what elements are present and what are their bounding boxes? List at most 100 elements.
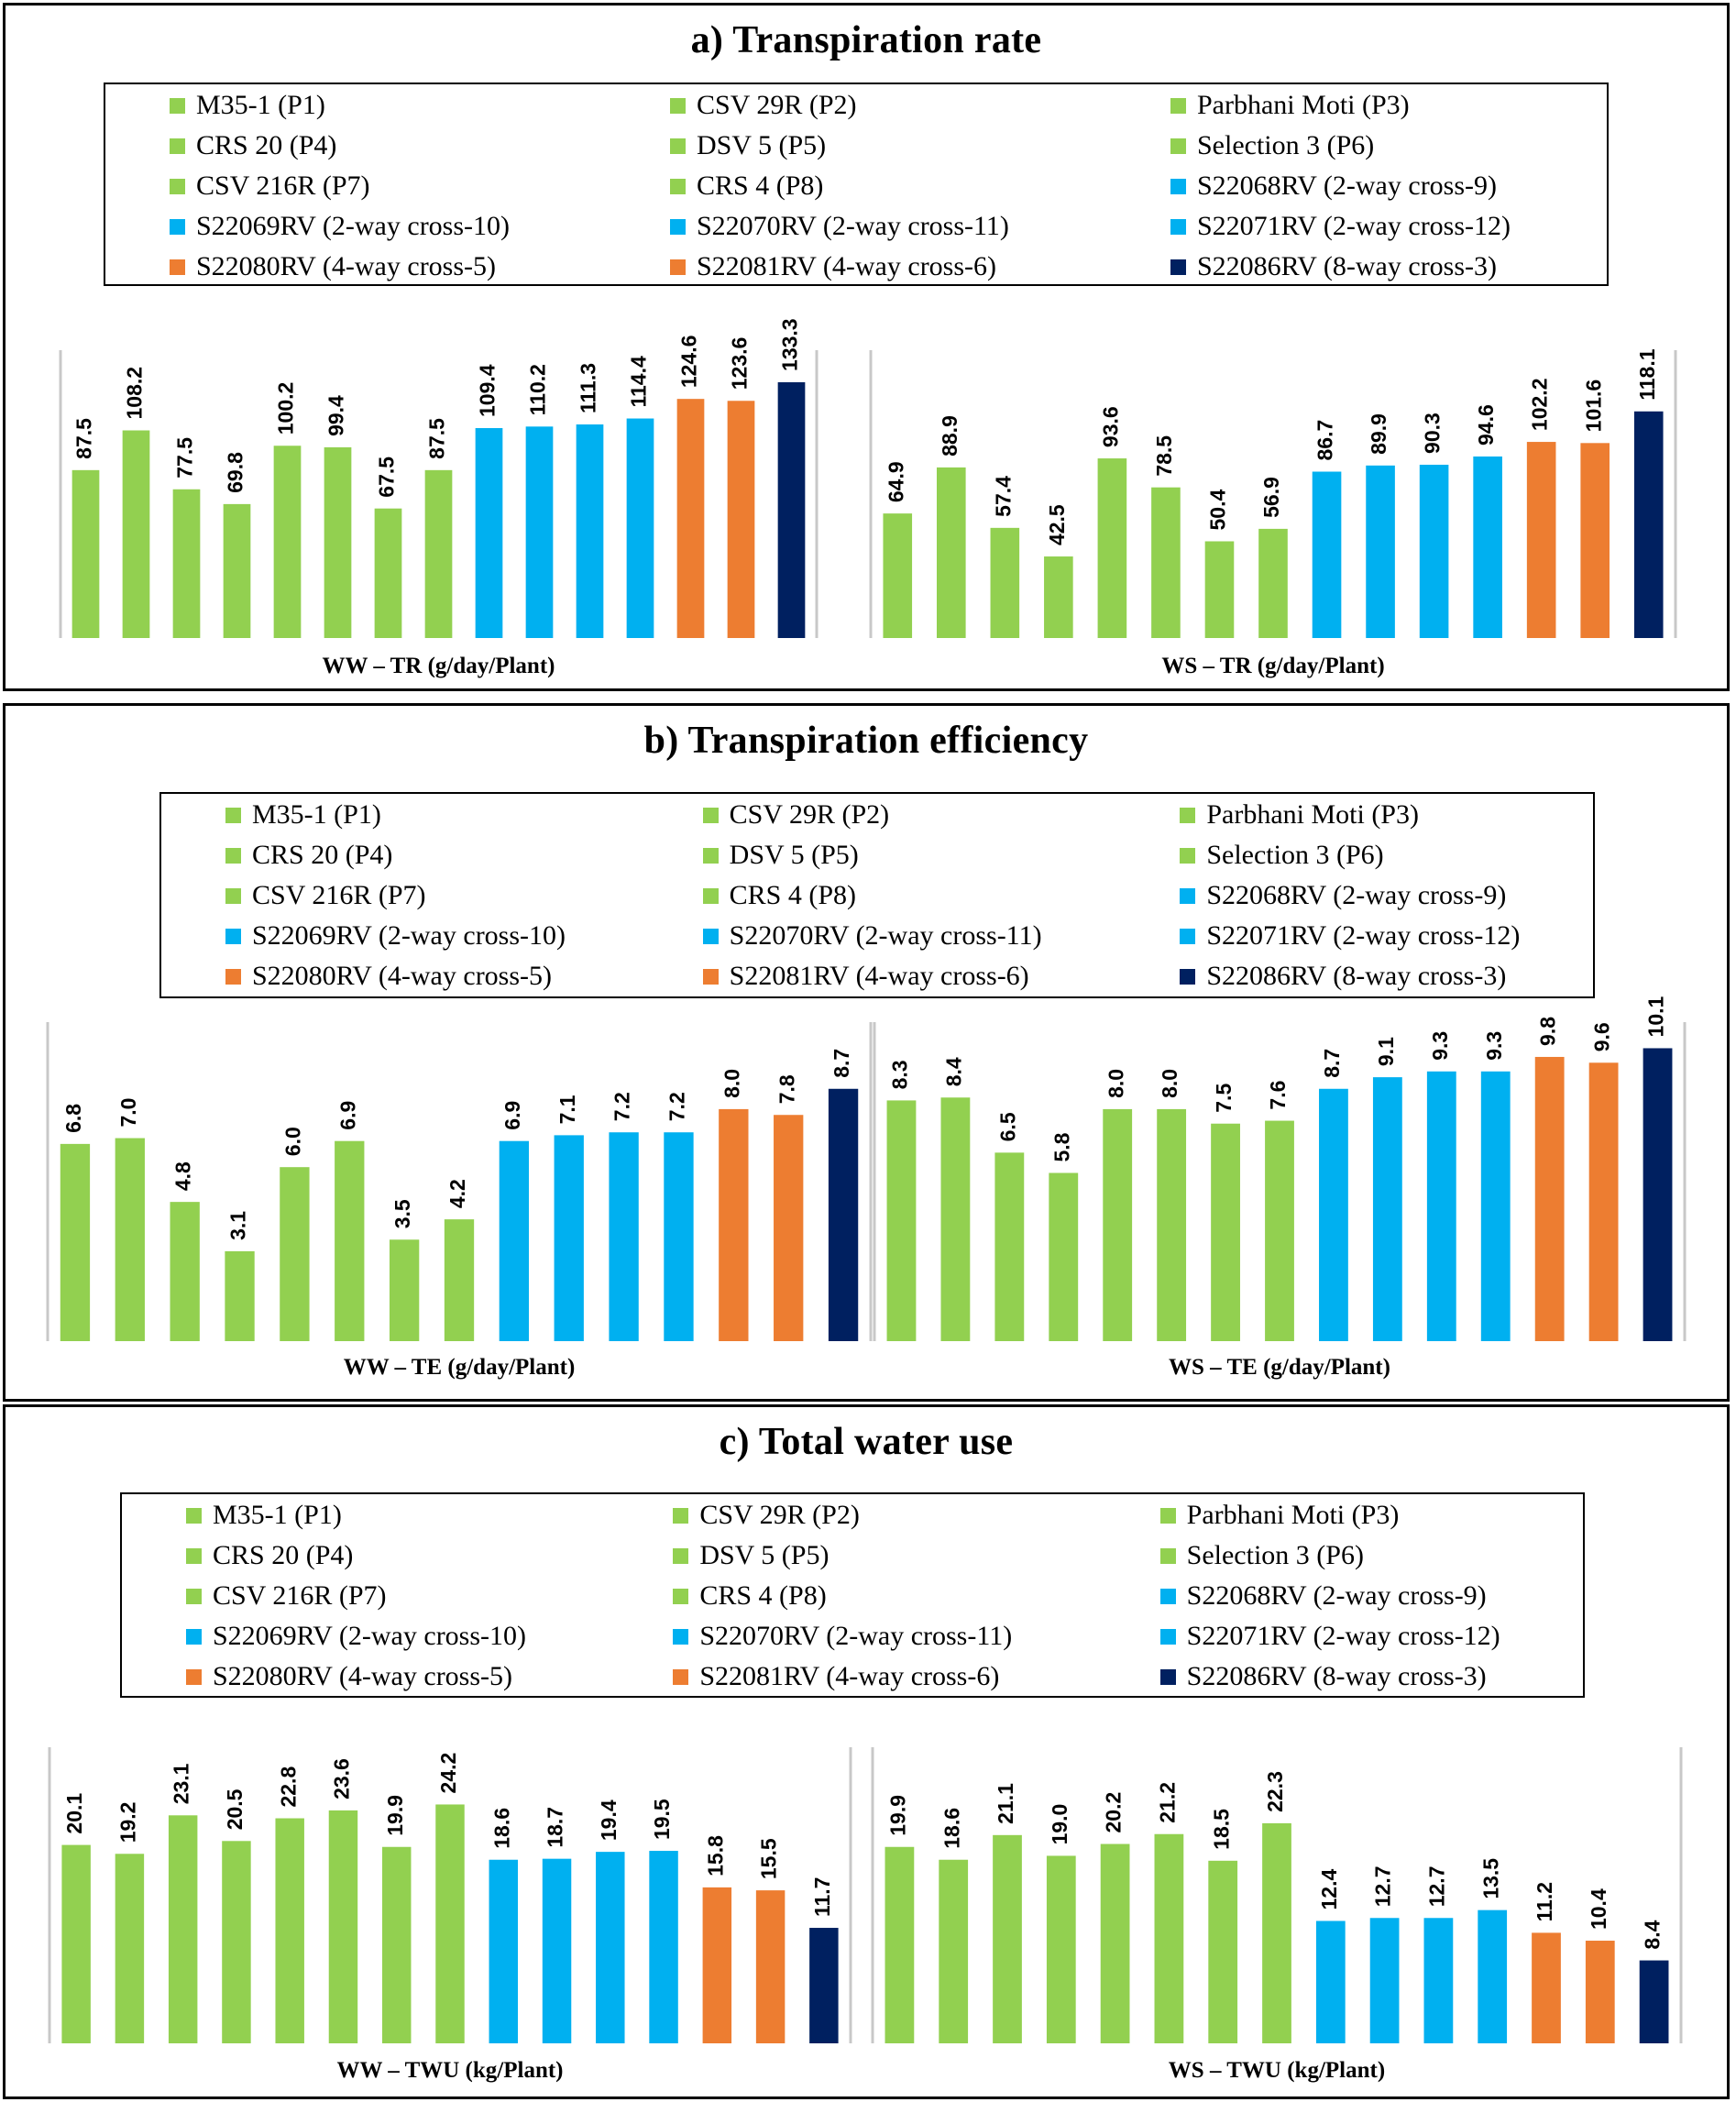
legend-entry: S22068RV (2-way cross-9) — [1159, 1576, 1487, 1616]
bar-value-label: 111.3 — [577, 363, 600, 413]
bar-value-label: 23.6 — [330, 1758, 354, 1799]
legend-swatch — [1159, 1668, 1176, 1685]
legend-swatch — [702, 887, 719, 904]
bar-value-label: 20.5 — [223, 1788, 247, 1830]
bar — [1480, 1071, 1511, 1341]
legend-swatch — [673, 1668, 689, 1685]
bar — [170, 1202, 200, 1341]
legend-label: S22070RV (2-way cross-11) — [699, 1621, 1013, 1651]
bar-value-label: 94.6 — [1474, 404, 1498, 446]
bar — [1366, 465, 1395, 638]
legend-swatch — [186, 1547, 202, 1564]
legend-entry: S22081RV (4-way cross-6) — [673, 1656, 999, 1697]
bar-value-label: 3.5 — [390, 1199, 414, 1228]
bar-value-label: 50.4 — [1206, 490, 1230, 531]
legend-label: S22086RV (8-way cross-3) — [1206, 961, 1507, 991]
legend-entry: S22069RV (2-way cross-10) — [225, 916, 566, 956]
bar — [382, 1846, 412, 2043]
bar-value-label: 18.6 — [489, 1808, 513, 1849]
legend-entry: Selection 3 (P6) — [1180, 835, 1384, 875]
legend-label: S22081RV (4-way cross-6) — [699, 1661, 1000, 1691]
bar — [809, 1928, 839, 2043]
bar — [115, 1854, 145, 2043]
bar — [936, 467, 966, 638]
bar-value-label: 123.6 — [728, 337, 752, 391]
bar — [1532, 1932, 1561, 2043]
bar-chart-ww-te: 6.8 7.0 4.8 3.1 6.0 6.9 3.5 4.2 6.9 7.1 7.2 7.2 8.0 7… — [46, 1022, 873, 1380]
bar — [389, 1239, 420, 1341]
legend-entry: S22080RV (4-way cross-5) — [186, 1656, 512, 1697]
bar — [596, 1852, 625, 2043]
bar — [1585, 1941, 1615, 2043]
legend-label: CSV 29R (P2) — [697, 90, 857, 120]
legend-label: S22086RV (8-way cross-3) — [1186, 1661, 1487, 1691]
legend-swatch — [1180, 968, 1196, 985]
legend-swatch — [1180, 887, 1196, 904]
bar-value-label: 8.7 — [830, 1049, 853, 1078]
legend-label: S22071RV (2-way cross-12) — [1186, 1621, 1500, 1651]
legend-swatch — [225, 887, 241, 904]
bar — [1419, 464, 1449, 638]
bar-value-label: 21.2 — [1155, 1782, 1179, 1823]
legend-swatch — [1180, 807, 1196, 823]
bar-value-label: 4.2 — [445, 1179, 469, 1208]
bar-chart-ws-te: 8.3 8.4 6.5 5.8 8.0 8.0 7.5 7.6 8.7 9.1 9.3 9.3 9.8 9… — [873, 996, 1687, 1380]
bar-value-label: 102.2 — [1528, 378, 1552, 431]
bar — [1473, 456, 1502, 638]
bar-value-label: 9.3 — [1428, 1031, 1452, 1061]
bar-value-label: 56.9 — [1259, 477, 1283, 518]
legend-swatch — [673, 1588, 689, 1604]
bar — [940, 1097, 971, 1341]
bar-value-label: 8.4 — [941, 1057, 965, 1086]
legend-swatch — [225, 968, 241, 985]
legend-label: S22081RV (4-way cross-6) — [729, 961, 1029, 991]
legend-swatch — [1159, 1507, 1176, 1524]
bar-value-label: 19.9 — [885, 1795, 909, 1836]
bar — [328, 1810, 358, 2043]
legend-label: CSV 29R (P2) — [729, 799, 890, 830]
legend: M35-1 (P1) CSV 29R (P2) Parbhani Moti (P3)… — [104, 83, 1609, 286]
legend-label: S22069RV (2-way cross-10) — [213, 1621, 527, 1651]
legend: M35-1 (P1) CSV 29R (P2) Parbhani Moti (P3)… — [159, 792, 1595, 998]
bar — [1369, 1918, 1400, 2043]
x-axis-label: WW – TE (g/day/Plant) — [344, 1355, 576, 1380]
panel-title: c) Total water use — [719, 1421, 1014, 1463]
bar-value-label: 6.0 — [280, 1127, 304, 1156]
legend-entry: Parbhani Moti (P3) — [1170, 85, 1410, 126]
legend-entry: CSV 29R (P2) — [673, 1495, 860, 1535]
legend-label: S22068RV (2-way cross-9) — [1206, 880, 1507, 910]
legend-entry: S22080RV (4-way cross-5) — [225, 956, 552, 996]
legend-swatch — [170, 97, 185, 114]
legend-label: S22080RV (4-way cross-5) — [213, 1661, 513, 1691]
legend-label: M35-1 (P1) — [252, 799, 381, 830]
bar — [1478, 1909, 1508, 2043]
legend-entry: CRS 20 (P4) — [225, 835, 392, 875]
legend-swatch — [186, 1668, 202, 1685]
bar-chart-ww-twu: 20.1 19.2 23.1 20.5 22.8 23.6 19.9 24.2 18.6 18.7… — [48, 1747, 852, 2083]
bar-value-label: 9.8 — [1536, 1017, 1560, 1046]
legend-label: CSV 216R (P7) — [196, 171, 370, 201]
bar — [223, 503, 251, 638]
legend-label: CRS 20 (P4) — [213, 1540, 354, 1570]
bar-value-label: 6.9 — [335, 1101, 359, 1130]
bar-value-label: 99.4 — [324, 395, 348, 436]
legend-label: CSV 216R (P7) — [252, 880, 426, 910]
bar-value-label: 133.3 — [778, 318, 802, 371]
bar — [1151, 487, 1181, 638]
bar-value-label: 114.4 — [627, 356, 651, 407]
bar — [71, 469, 100, 638]
legend-label: S22068RV (2-way cross-9) — [1197, 171, 1498, 201]
bar — [939, 1859, 969, 2043]
bar — [1204, 541, 1235, 638]
bar-value-label: 8.0 — [720, 1069, 743, 1098]
bar-value-label: 5.8 — [1049, 1132, 1073, 1161]
legend-entry: Parbhani Moti (P3) — [1159, 1495, 1399, 1535]
bar-value-label: 7.5 — [1212, 1084, 1236, 1113]
legend-label: CRS 4 (P8) — [699, 1580, 827, 1611]
bar — [475, 427, 503, 638]
bar — [324, 446, 352, 638]
legend-swatch — [670, 218, 686, 235]
legend-label: S22086RV (8-way cross-3) — [1197, 251, 1498, 281]
legend-swatch — [225, 847, 241, 864]
bar — [554, 1135, 584, 1341]
